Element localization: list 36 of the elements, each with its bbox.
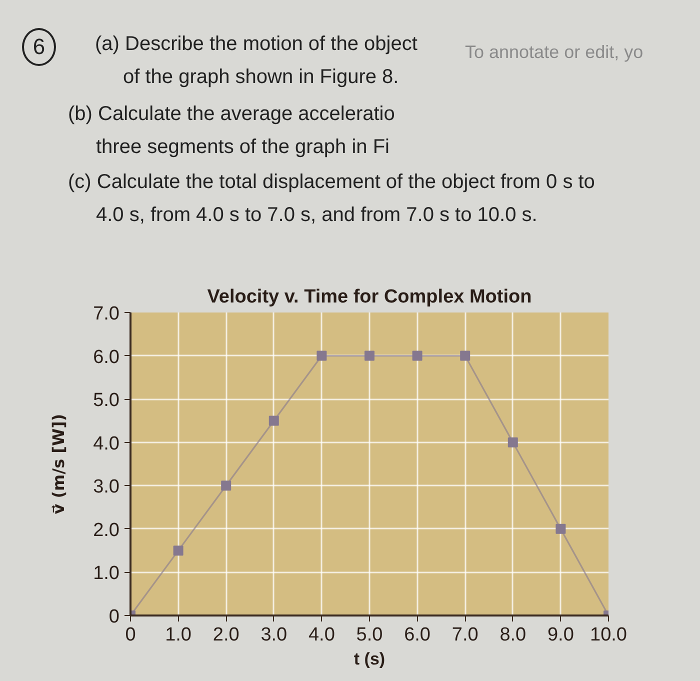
x-tick-label: 0 <box>125 624 136 646</box>
y-tick-label: 4.0 <box>93 433 120 454</box>
y-tick-label: 7.0 <box>93 304 120 324</box>
point <box>412 350 422 361</box>
y-tick-label: 1.0 <box>93 563 120 584</box>
text: 6 <box>22 28 56 66</box>
point <box>364 350 374 361</box>
x-tick-label: 10.0 <box>590 624 627 646</box>
x-tick-label: 1.0 <box>165 624 192 646</box>
y-tick-label: 6.0 <box>93 346 120 368</box>
x-tick-label: 3.0 <box>260 624 288 646</box>
text: (a) Describe the motion of the object of the graph shown in Figure 8. <box>95 32 418 90</box>
text: (b) Calculate the average acceleratio three segments of the graph in Fi <box>68 102 396 160</box>
x-tick-label: 9.0 <box>547 624 574 646</box>
point <box>556 524 566 534</box>
point <box>268 416 279 426</box>
text: (c) Calculate the total displacement of the object from 0 s to 4.0 s, from 4.0 s to 7.0 s, and from 7.0 s to 10.0 s. <box>68 170 596 228</box>
x-tick-label: 8.0 <box>500 624 526 646</box>
y-tick-label: 2.0 <box>93 520 120 541</box>
x-tick-label: 4.0 <box>308 624 335 646</box>
x-tick-label: 6.0 <box>404 624 431 646</box>
y-tick-label: 5.0 <box>93 390 120 412</box>
x-axis-title: t (s) <box>354 650 386 668</box>
chart-title: Velocity v. Time for Complex Motion <box>207 286 532 308</box>
y-axis-title: v⃗ (m/s [W]) <box>49 414 68 514</box>
point <box>316 350 327 361</box>
point <box>460 350 470 361</box>
x-tick-label: 7.0 <box>452 624 478 646</box>
x-tick-label: 2.0 <box>212 624 240 646</box>
text: To annotate or edit, yo <box>465 41 644 64</box>
x-tick-label: 5.0 <box>356 624 383 646</box>
point <box>173 546 184 556</box>
y-tick-label: 3.0 <box>93 476 120 498</box>
point <box>221 480 232 491</box>
y-tick-label: 0 <box>108 606 120 628</box>
point <box>508 437 518 448</box>
